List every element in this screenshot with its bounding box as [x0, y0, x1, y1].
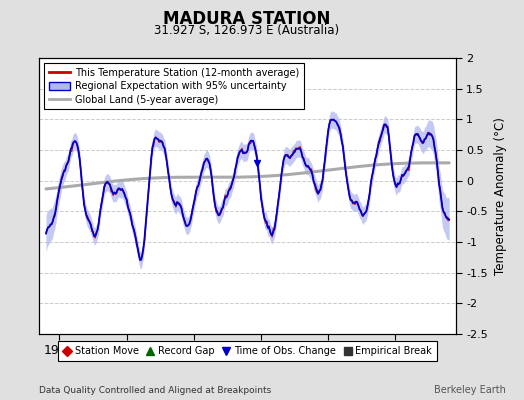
- Legend: Station Move, Record Gap, Time of Obs. Change, Empirical Break: Station Move, Record Gap, Time of Obs. C…: [58, 341, 437, 361]
- Y-axis label: Temperature Anomaly (°C): Temperature Anomaly (°C): [494, 117, 507, 275]
- Text: 31.927 S, 126.973 E (Australia): 31.927 S, 126.973 E (Australia): [154, 24, 339, 37]
- Legend: This Temperature Station (12-month average), Regional Expectation with 95% uncer: This Temperature Station (12-month avera…: [44, 63, 304, 109]
- Text: Berkeley Earth: Berkeley Earth: [434, 385, 506, 395]
- Text: MADURA STATION: MADURA STATION: [162, 10, 330, 28]
- Text: Data Quality Controlled and Aligned at Breakpoints: Data Quality Controlled and Aligned at B…: [39, 386, 271, 395]
